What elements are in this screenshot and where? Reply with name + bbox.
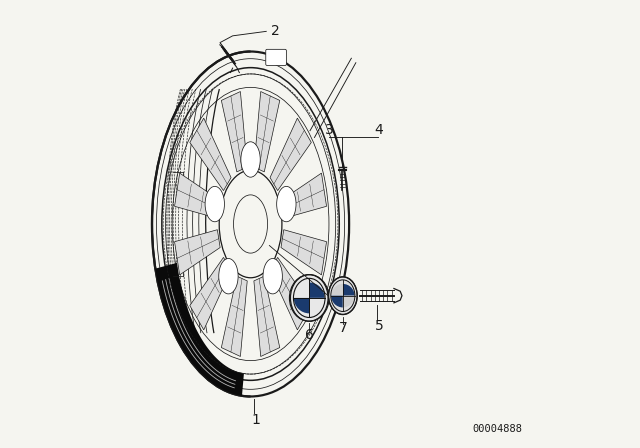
Polygon shape	[281, 173, 326, 218]
Ellipse shape	[263, 258, 282, 294]
Wedge shape	[294, 298, 309, 313]
Text: 2: 2	[271, 24, 280, 39]
Polygon shape	[221, 276, 247, 357]
Polygon shape	[175, 230, 220, 275]
Wedge shape	[331, 284, 343, 296]
Wedge shape	[343, 284, 355, 296]
Wedge shape	[309, 283, 324, 298]
Wedge shape	[343, 296, 355, 307]
Ellipse shape	[241, 142, 260, 177]
Text: 00004888: 00004888	[472, 424, 522, 434]
Text: 5: 5	[375, 319, 384, 333]
Text: 6: 6	[305, 327, 314, 342]
Text: 1: 1	[252, 413, 260, 426]
Polygon shape	[270, 258, 311, 330]
Polygon shape	[175, 173, 220, 218]
FancyBboxPatch shape	[266, 49, 286, 65]
Wedge shape	[309, 298, 324, 313]
Ellipse shape	[328, 277, 357, 314]
Text: 3: 3	[324, 123, 333, 137]
Polygon shape	[281, 230, 326, 275]
Ellipse shape	[276, 186, 296, 222]
Ellipse shape	[205, 186, 225, 222]
Wedge shape	[294, 283, 309, 298]
Ellipse shape	[289, 275, 329, 321]
Polygon shape	[221, 91, 247, 172]
Text: 7: 7	[339, 321, 348, 335]
Wedge shape	[331, 296, 343, 307]
Ellipse shape	[219, 258, 238, 294]
Polygon shape	[254, 91, 280, 172]
Polygon shape	[190, 258, 231, 330]
Text: 4: 4	[374, 123, 383, 137]
Polygon shape	[156, 263, 244, 396]
Polygon shape	[254, 276, 280, 357]
Polygon shape	[190, 118, 231, 190]
Polygon shape	[270, 118, 311, 190]
